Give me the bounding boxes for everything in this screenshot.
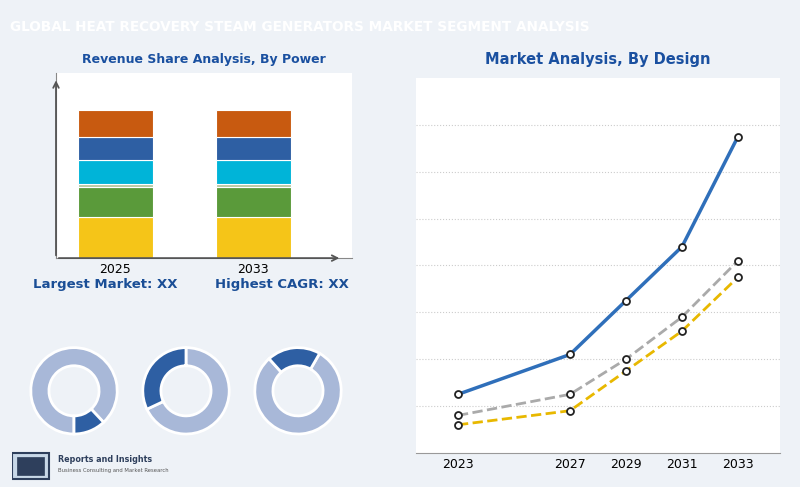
Wedge shape bbox=[147, 348, 229, 434]
Bar bbox=[216, 217, 291, 258]
Bar bbox=[216, 110, 291, 137]
Bar bbox=[78, 137, 153, 160]
Bar bbox=[78, 217, 153, 258]
Title: Market Analysis, By Design: Market Analysis, By Design bbox=[486, 52, 710, 67]
Text: Reports and Insights: Reports and Insights bbox=[58, 455, 152, 464]
Bar bbox=[78, 110, 153, 137]
Wedge shape bbox=[255, 354, 341, 434]
Bar bbox=[78, 160, 153, 184]
Bar bbox=[216, 184, 291, 187]
Bar bbox=[216, 187, 291, 217]
Text: Largest Market: XX: Largest Market: XX bbox=[34, 279, 178, 291]
Wedge shape bbox=[31, 348, 117, 434]
Wedge shape bbox=[143, 348, 186, 409]
Text: GLOBAL HEAT RECOVERY STEAM GENERATORS MARKET SEGMENT ANALYSIS: GLOBAL HEAT RECOVERY STEAM GENERATORS MA… bbox=[10, 19, 590, 34]
Bar bbox=[78, 187, 153, 217]
Bar bbox=[216, 160, 291, 184]
Title: Revenue Share Analysis, By Power: Revenue Share Analysis, By Power bbox=[82, 54, 326, 66]
Text: Business Consulting and Market Research: Business Consulting and Market Research bbox=[58, 468, 168, 472]
Wedge shape bbox=[74, 409, 103, 434]
Bar bbox=[78, 184, 153, 187]
FancyBboxPatch shape bbox=[18, 457, 44, 475]
Text: Highest CAGR: XX: Highest CAGR: XX bbox=[215, 279, 350, 291]
FancyBboxPatch shape bbox=[12, 453, 49, 479]
Bar bbox=[216, 137, 291, 160]
Wedge shape bbox=[269, 348, 319, 372]
